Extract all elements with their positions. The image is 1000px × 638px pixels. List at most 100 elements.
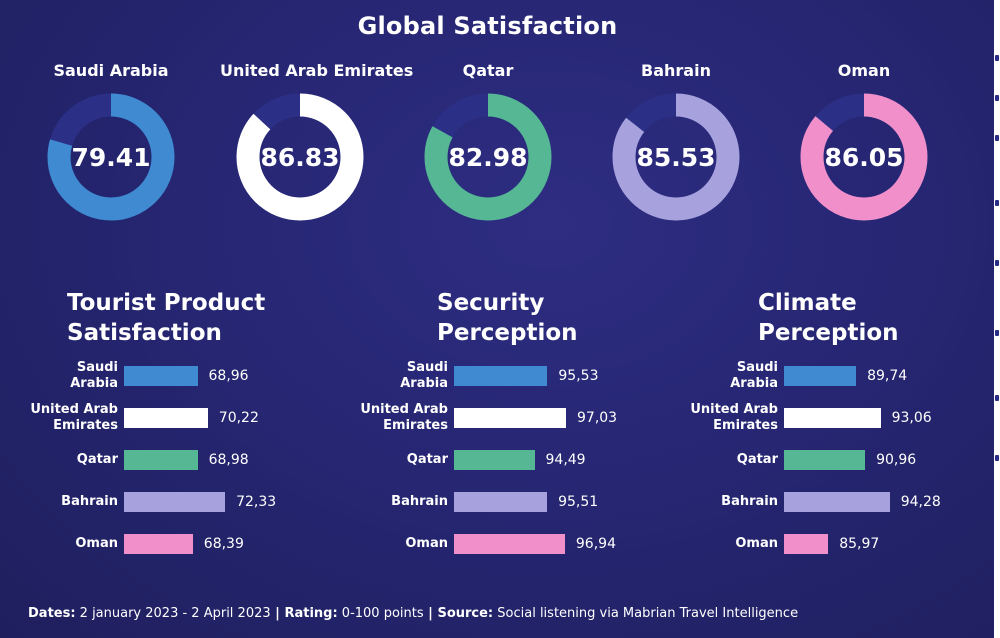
bar bbox=[784, 408, 881, 428]
bar-value-label: 68,96 bbox=[208, 368, 249, 384]
donut-ring: 79.41 bbox=[47, 93, 175, 221]
category-label-line: Arabia bbox=[730, 376, 778, 391]
category-label: Bahrain bbox=[10, 494, 118, 510]
category-label: Saudi Arabia bbox=[10, 360, 118, 392]
category-label-line: Oman bbox=[405, 536, 448, 551]
bar bbox=[784, 492, 890, 512]
category-label-line: Qatar bbox=[406, 452, 448, 467]
donut-qatar: Qatar 82.98 bbox=[408, 60, 568, 222]
donut-arc bbox=[236, 93, 364, 221]
bar bbox=[454, 492, 548, 512]
category-label-line: Saudi bbox=[736, 360, 778, 375]
category-label-line: Bahrain bbox=[391, 494, 448, 509]
bar-row-saudi-arabia: Saudi Arabia 95,53 bbox=[340, 358, 660, 394]
footer-source-label: Source: bbox=[437, 606, 494, 621]
panel-title: Climate Perception bbox=[670, 288, 990, 352]
bar-row-saudi-arabia: Saudi Arabia 89,74 bbox=[670, 358, 990, 394]
bar-panel-climate-perception: Climate Perception Saudi Arabia 89,74 United … bbox=[670, 288, 990, 554]
panel-title-line: Climate bbox=[758, 290, 857, 316]
donut-ring: 85.53 bbox=[612, 93, 740, 221]
category-label-line: Oman bbox=[75, 536, 118, 551]
donut-ring: 86.05 bbox=[800, 93, 928, 221]
category-label-line: Saudi bbox=[406, 360, 448, 375]
category-label-line: Saudi bbox=[76, 360, 118, 375]
donut-bahrain: Bahrain 85.53 bbox=[596, 60, 756, 222]
category-label-line: Emirates bbox=[383, 418, 448, 433]
category-label: United Arab Emirates bbox=[670, 402, 778, 434]
chart-title: Global Satisfaction bbox=[357, 12, 618, 40]
panel-title-line: Security bbox=[437, 290, 545, 316]
footer-rating-value: 0-100 points bbox=[337, 606, 424, 621]
bar bbox=[784, 366, 857, 386]
donut-label: Bahrain bbox=[641, 61, 711, 80]
bar bbox=[454, 366, 548, 386]
donut-value-label: 86.83 bbox=[260, 143, 339, 172]
bar-row-united-arab-emirates: United Arab Emirates 70,22 bbox=[10, 400, 330, 436]
category-label-line: Oman bbox=[735, 536, 778, 551]
bar-row-qatar: Qatar 94,49 bbox=[340, 442, 660, 478]
category-label: Oman bbox=[10, 536, 118, 552]
bar-value-label: 70,22 bbox=[218, 410, 259, 426]
bar-value-label: 89,74 bbox=[867, 368, 908, 384]
bar-value-label: 68,98 bbox=[208, 452, 249, 468]
donut-value-label: 85.53 bbox=[636, 143, 715, 172]
category-label: Oman bbox=[670, 536, 778, 552]
bar-value-label: 72,33 bbox=[236, 494, 277, 510]
bar-row-bahrain: Bahrain 94,28 bbox=[670, 484, 990, 520]
bar bbox=[124, 534, 193, 554]
donut-ring: 86.83 bbox=[236, 93, 364, 221]
donut-label: Oman bbox=[837, 61, 891, 80]
category-label: Saudi Arabia bbox=[670, 360, 778, 392]
bar-row-bahrain: Bahrain 95,51 bbox=[340, 484, 660, 520]
donut-value-label: 82.98 bbox=[448, 143, 527, 172]
right-edge-strip bbox=[994, 0, 1000, 638]
bar-value-label: 68,39 bbox=[203, 536, 244, 552]
bar-value-label: 97,03 bbox=[577, 410, 618, 426]
bar-value-label: 95,51 bbox=[558, 494, 599, 510]
bar bbox=[454, 450, 535, 470]
bar bbox=[124, 366, 198, 386]
donut-label: Saudi Arabia bbox=[53, 61, 169, 80]
footer-source-value: Social listening via Mabrian Travel Inte… bbox=[493, 606, 799, 621]
category-label-line: Emirates bbox=[53, 418, 118, 433]
bar-row-qatar: Qatar 90,96 bbox=[670, 442, 990, 478]
donut-label: Qatar bbox=[462, 61, 514, 80]
donut-arc bbox=[47, 93, 175, 221]
bar-value-label: 94,28 bbox=[900, 494, 941, 510]
bar bbox=[454, 408, 566, 428]
donut-value-label: 79.41 bbox=[71, 143, 150, 172]
bar-value-label: 93,06 bbox=[891, 410, 932, 426]
bar bbox=[454, 534, 565, 554]
category-label: Qatar bbox=[670, 452, 778, 468]
footer-separator: | bbox=[423, 606, 438, 621]
category-label-line: United Arab bbox=[360, 402, 448, 417]
footer-separator: | bbox=[270, 606, 285, 621]
donut-arc bbox=[424, 93, 552, 221]
donut-value-label: 86.05 bbox=[824, 143, 903, 172]
category-label-line: United Arab bbox=[690, 402, 778, 417]
category-label-line: Bahrain bbox=[721, 494, 778, 509]
donut-ring: 82.98 bbox=[424, 93, 552, 221]
bar-row-united-arab-emirates: United Arab Emirates 93,06 bbox=[670, 400, 990, 436]
bar-row-saudi-arabia: Saudi Arabia 68,96 bbox=[10, 358, 330, 394]
footer-note: Dates: 2 january 2023 - 2 April 2023 | R… bbox=[28, 606, 798, 621]
category-label-line: United Arab bbox=[30, 402, 118, 417]
donut-saudi-arabia: Saudi Arabia 79.41 bbox=[31, 60, 191, 222]
bar-panel-tourist-product-satisfaction: Tourist Product Satisfaction Saudi Arabia 68… bbox=[10, 288, 330, 554]
category-label: Bahrain bbox=[670, 494, 778, 510]
category-label-line: Bahrain bbox=[61, 494, 118, 509]
bar-value-label: 96,94 bbox=[575, 536, 616, 552]
panel-title: Security Perception bbox=[340, 288, 660, 352]
bar-row-qatar: Qatar 68,98 bbox=[10, 442, 330, 478]
category-label-line: Arabia bbox=[400, 376, 448, 391]
category-label-line: Qatar bbox=[736, 452, 778, 467]
panel-title-line: Satisfaction bbox=[67, 320, 222, 346]
donut-arc bbox=[800, 93, 928, 221]
bar-value-label: 94,49 bbox=[545, 452, 586, 468]
donut-united-arab-emirates: United Arab Emirates 86.83 bbox=[220, 60, 414, 222]
bar-row-oman: Oman 68,39 bbox=[10, 526, 330, 562]
bar-row-united-arab-emirates: United Arab Emirates 97,03 bbox=[340, 400, 660, 436]
donut-label: United Arab Emirates bbox=[220, 61, 414, 80]
panel-title-line: Perception bbox=[758, 320, 899, 346]
panel-title-line: Tourist Product bbox=[67, 290, 266, 316]
